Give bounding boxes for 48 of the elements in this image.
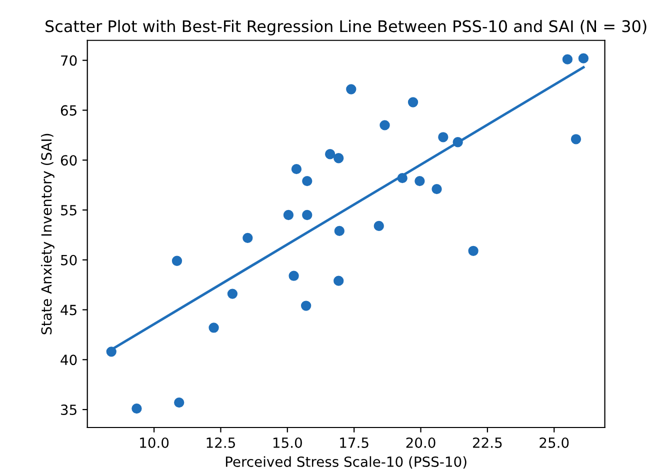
x-tick-label: 20.0 (406, 437, 436, 448)
point (397, 172, 408, 184)
y-tick-label: 65 (60, 105, 76, 116)
point (302, 210, 312, 220)
point (132, 403, 142, 414)
point (452, 137, 463, 148)
point (300, 300, 312, 311)
point (380, 120, 390, 130)
point (468, 246, 478, 256)
point (242, 232, 253, 244)
x-tick-label: 22.5 (473, 437, 502, 448)
chart-title: Scatter Plot with Best-Fit Regression Line Between PSS-10 and SAI (N = 30) (46, 20, 646, 36)
point (346, 84, 356, 94)
point (334, 276, 344, 286)
y-axis-title: State Anxiety Inventory (SAI) (40, 134, 54, 334)
point (414, 176, 425, 186)
point (174, 397, 184, 408)
x-tick-label: 25.0 (540, 437, 569, 448)
x-tick-label: 17.5 (340, 438, 368, 448)
point (438, 132, 448, 142)
point (288, 270, 299, 281)
y-tick-label: 35 (61, 404, 76, 416)
point (172, 256, 182, 266)
point (291, 164, 302, 174)
y-tick-label: 45 (60, 304, 76, 316)
point (562, 54, 573, 64)
x-tick-label: 15.0 (273, 437, 302, 448)
point (432, 184, 442, 194)
y-tick-label: 50 (61, 254, 77, 266)
point (334, 153, 344, 164)
point (578, 53, 589, 64)
y-tick-label: 40 (60, 354, 77, 366)
point (374, 220, 384, 232)
x-tick-label: 12.5 (206, 437, 235, 448)
point (334, 226, 344, 236)
x-axis-title: Perceived Stress Scale-10 (PSS-10) (226, 456, 466, 469)
y-tick-label: 60 (60, 155, 77, 166)
point (324, 149, 336, 160)
point (408, 97, 418, 108)
point (283, 210, 294, 220)
point (302, 176, 312, 186)
y-tick-label: 55 (61, 205, 76, 216)
point (570, 134, 582, 144)
x-tick-label: 10.0 (140, 437, 169, 448)
point (106, 346, 116, 357)
y-tick-label: 70 (61, 55, 77, 66)
point (227, 288, 238, 299)
point (208, 322, 219, 333)
